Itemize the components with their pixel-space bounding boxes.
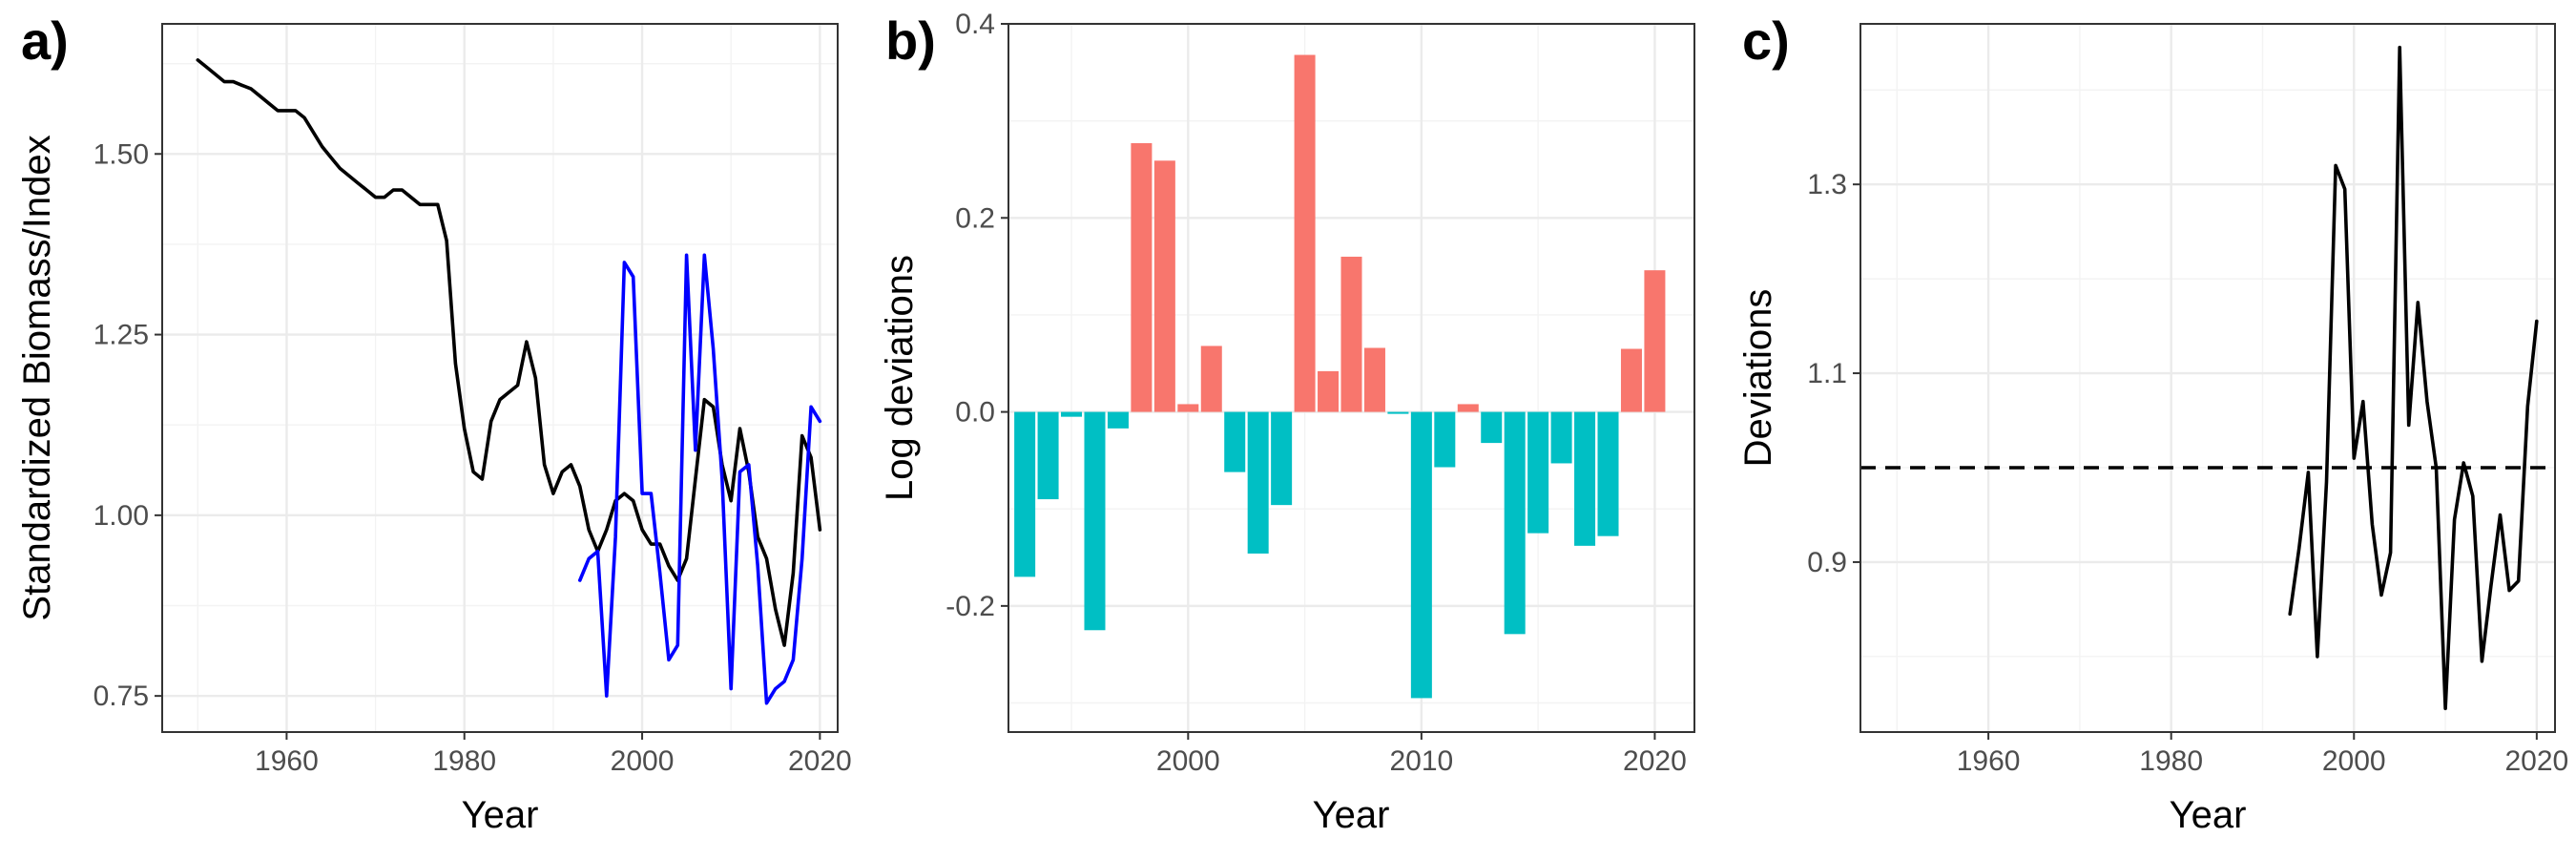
bar-1994	[1037, 411, 1059, 500]
panel-a-letter: a)	[21, 10, 69, 71]
x-tick-label: 2000	[611, 745, 675, 777]
bar-2001	[1200, 346, 1222, 412]
y-tick-label: 1.1	[1807, 358, 1847, 389]
bar-2017	[1574, 411, 1596, 546]
y-tick-label: -0.2	[945, 591, 995, 622]
bar-2011	[1434, 411, 1456, 468]
x-tick-label: 2000	[1156, 745, 1220, 777]
panel-c-letter: c)	[1742, 10, 1790, 71]
panel-c-ylabel: Deviations	[1737, 289, 1779, 468]
bar-1993	[1014, 411, 1036, 577]
bar-2016	[1550, 411, 1572, 464]
x-tick-label: 1960	[255, 745, 319, 777]
bar-2013	[1481, 411, 1503, 444]
bar-1999	[1153, 160, 1175, 412]
y-tick-label: 1.00	[93, 500, 149, 532]
y-tick-label: 1.25	[93, 320, 149, 351]
panel-a-xlabel: Year	[462, 794, 539, 836]
panel-a-frame	[161, 23, 839, 733]
bar-2007	[1340, 256, 1362, 412]
panel-b-frame	[1008, 23, 1695, 733]
bar-1996	[1084, 411, 1106, 631]
x-tick-label: 2010	[1389, 745, 1453, 777]
bar-2003	[1247, 411, 1269, 554]
panel-a-ylabel: Standardized Biomass/Index	[16, 135, 58, 620]
panel-a: 1960 1980 2000 2020 0.75 1.00 1.25 1.50 a) Year…	[16, 10, 852, 836]
bar-2018	[1597, 411, 1619, 536]
y-tick-label: 0.75	[93, 681, 149, 712]
bar-2002	[1224, 411, 1246, 472]
bar-2012	[1457, 404, 1479, 412]
y-tick-label: 1.3	[1807, 169, 1847, 200]
y-tick-label: 0.4	[955, 9, 995, 40]
panel-c-frame	[1859, 23, 2556, 733]
bar-2014	[1504, 411, 1526, 635]
panel-b: 2000 2010 2020 -0.2 0.0 0.2 0.4 b) Year Log de…	[879, 9, 1695, 836]
y-tick-label: 0.9	[1807, 547, 1847, 578]
x-tick-label: 2020	[2504, 745, 2568, 777]
series-line-2	[577, 253, 822, 705]
bar-1995	[1061, 411, 1083, 417]
panel-c: 1960 1980 2000 2020 0.9 1.1 1.3 c) Year Deviat…	[1737, 10, 2568, 836]
series-line-1	[196, 58, 822, 647]
bar-1998	[1131, 143, 1153, 412]
series-line-1	[2288, 45, 2539, 711]
x-tick-label: 2020	[788, 745, 852, 777]
bar-2015	[1527, 411, 1549, 534]
y-tick-label: 1.50	[93, 138, 149, 170]
bar-2006	[1318, 370, 1340, 412]
x-tick-label: 2000	[2322, 745, 2386, 777]
bar-1997	[1107, 411, 1129, 429]
x-tick-label: 1980	[2139, 745, 2203, 777]
x-tick-label: 1960	[1957, 745, 2021, 777]
x-tick-label: 2020	[1623, 745, 1687, 777]
x-tick-label: 1980	[432, 745, 496, 777]
bar-2004	[1271, 411, 1293, 506]
bar-2005	[1294, 54, 1316, 412]
bar-2008	[1363, 347, 1385, 412]
bar-2019	[1620, 348, 1642, 412]
panel-c-xlabel: Year	[2170, 794, 2247, 836]
panel-b-xlabel: Year	[1313, 794, 1390, 836]
panel-b-letter: b)	[885, 10, 936, 71]
bar-2000	[1177, 404, 1199, 412]
y-tick-label: 0.0	[955, 397, 995, 429]
panel-b-ylabel: Log deviations	[879, 255, 921, 501]
bar-2010	[1410, 411, 1432, 699]
bar-2009	[1387, 411, 1409, 414]
y-tick-label: 0.2	[955, 202, 995, 234]
bar-2020	[1644, 270, 1666, 412]
